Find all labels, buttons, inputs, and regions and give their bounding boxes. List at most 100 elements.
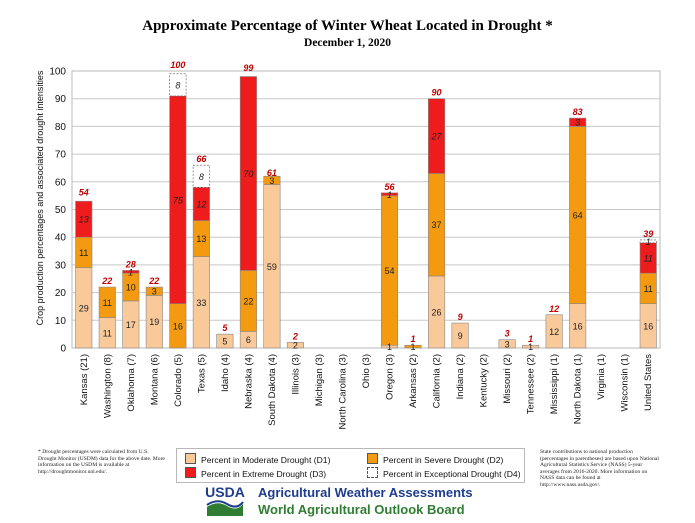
y-tick-label: 30 bbox=[55, 260, 67, 271]
legend-label-exceptional: Percent in Exceptional Drought (D4) bbox=[383, 469, 521, 479]
x-tick-label: United States bbox=[643, 354, 654, 411]
x-tick-label: Tennessee (2) bbox=[526, 354, 537, 414]
segment-label: 27 bbox=[431, 132, 443, 142]
drought-footnote: * Drought percentages were calculated fr… bbox=[38, 449, 165, 475]
total-label: 54 bbox=[79, 187, 89, 197]
x-tick-label: Colorado (5) bbox=[173, 354, 184, 407]
segment-label: 16 bbox=[573, 321, 583, 331]
segment-label: 13 bbox=[196, 234, 206, 244]
total-label: 22 bbox=[148, 276, 159, 286]
usda-logo-hills bbox=[207, 503, 243, 516]
y-tick-label: 100 bbox=[49, 67, 66, 78]
segment-label: 8 bbox=[199, 172, 204, 182]
segment-label: 17 bbox=[126, 320, 136, 330]
segment-label: 3 bbox=[575, 118, 580, 128]
total-label: 39 bbox=[643, 229, 653, 239]
segment-label: 54 bbox=[385, 266, 395, 276]
x-tick-label: California (2) bbox=[432, 354, 443, 408]
total-label: 9 bbox=[458, 312, 463, 322]
legend-item-severe: Percent in Severe Drought (D2) bbox=[367, 453, 503, 465]
segment-label: 11 bbox=[644, 253, 653, 263]
brand-line-weather: Agricultural Weather Assessments bbox=[258, 485, 473, 500]
bar-segment-moderate bbox=[498, 339, 516, 349]
segment-label: 6 bbox=[246, 335, 251, 345]
total-label: 66 bbox=[196, 154, 207, 164]
x-tick-label: Nebraska (4) bbox=[243, 354, 254, 409]
chart-legend: Percent in Moderate Drought (D1) Percent… bbox=[176, 448, 525, 483]
x-tick-label: Virginia (1) bbox=[596, 354, 607, 400]
segment-label: 1 bbox=[128, 267, 133, 277]
y-tick-label: 80 bbox=[55, 122, 67, 133]
x-tick-label: Oregon (3) bbox=[385, 354, 396, 400]
legend-swatch-extreme bbox=[185, 467, 196, 478]
total-label: 22 bbox=[101, 276, 112, 286]
segment-label: 37 bbox=[432, 220, 442, 230]
bar-segment-exceptional bbox=[169, 73, 187, 97]
x-tick-label: North Dakota (1) bbox=[573, 354, 584, 424]
y-tick-label: 0 bbox=[60, 344, 66, 355]
x-tick-label: Illinois (3) bbox=[290, 354, 301, 395]
y-axis: 0 10 20 30 40 50 60 70 80 90 100 bbox=[49, 67, 66, 355]
legend-label-extreme: Percent in Extreme Drought (D3) bbox=[201, 469, 327, 479]
bars bbox=[75, 73, 657, 349]
segment-label: 2 bbox=[293, 341, 298, 351]
bar-segment-extreme bbox=[428, 98, 446, 174]
legend-swatch-severe bbox=[367, 453, 378, 464]
production-footnote: State contributions to national producti… bbox=[540, 449, 659, 488]
y-tick-label: 50 bbox=[55, 205, 67, 216]
total-label: 100 bbox=[170, 60, 185, 70]
x-tick-label: Kentucky (2) bbox=[479, 354, 490, 407]
segment-label: 16 bbox=[173, 321, 183, 331]
segment-label: 1 bbox=[411, 342, 416, 352]
x-tick-label: South Dakota (4) bbox=[267, 354, 278, 426]
total-label: 61 bbox=[267, 168, 277, 178]
bar-segment-moderate bbox=[545, 314, 563, 349]
segment-label: 70 bbox=[243, 169, 253, 179]
total-label: 5 bbox=[222, 323, 228, 333]
x-tick-label: Arkansas (2) bbox=[408, 354, 419, 408]
data-labels: 2911135411112217101281932216758100331312… bbox=[79, 60, 653, 352]
x-tick-label: Mississippi (1) bbox=[549, 354, 560, 414]
total-label: 2 bbox=[292, 331, 298, 341]
legend-item-exceptional: Percent in Exceptional Drought (D4) bbox=[367, 467, 521, 479]
brand-line-outlook: World Agricultural Outlook Board bbox=[258, 502, 465, 517]
drought-bar-chart: 0 10 20 30 40 50 60 70 80 90 100 Crop production p… bbox=[35, 60, 661, 430]
legend-label-severe: Percent in Severe Drought (D2) bbox=[383, 455, 504, 465]
bar-segment-moderate bbox=[216, 333, 234, 349]
total-label: 83 bbox=[573, 107, 583, 117]
total-label: 12 bbox=[549, 304, 559, 314]
segment-label: 11 bbox=[103, 298, 112, 308]
x-tick-label: North Carolina (3) bbox=[337, 354, 348, 430]
x-tick-label: Idaho (4) bbox=[220, 354, 231, 392]
x-tick-label: Ohio (3) bbox=[361, 354, 372, 388]
segment-label: 12 bbox=[549, 327, 559, 337]
x-axis: Kansas (21) Washington (8) Oklahoma (7) Mon… bbox=[79, 354, 654, 430]
x-tick-label: Wisconsin (1) bbox=[620, 354, 631, 412]
total-label: 1 bbox=[411, 334, 416, 344]
bar-segment-extreme bbox=[569, 117, 587, 127]
segment-label: 11 bbox=[644, 284, 653, 294]
segment-label: 29 bbox=[79, 303, 89, 313]
x-tick-label: Texas (5) bbox=[196, 354, 207, 393]
segment-label: 13 bbox=[79, 215, 89, 225]
total-label: 90 bbox=[432, 88, 442, 98]
x-tick-label: Kansas (21) bbox=[79, 354, 90, 405]
total-label: 99 bbox=[243, 63, 253, 73]
bar-segment-extreme bbox=[75, 200, 93, 238]
bar-segment-moderate bbox=[522, 344, 540, 349]
total-label: 3 bbox=[505, 329, 510, 339]
x-tick-label: Indiana (2) bbox=[455, 354, 466, 399]
bar-segment-severe bbox=[98, 286, 116, 318]
y-tick-label: 40 bbox=[55, 233, 67, 244]
segment-label: 3 bbox=[505, 339, 510, 349]
legend-item-extreme: Percent in Extreme Drought (D3) bbox=[185, 467, 326, 479]
legend-label-moderate: Percent in Moderate Drought (D1) bbox=[201, 455, 331, 465]
segment-label: 11 bbox=[103, 328, 112, 338]
y-tick-label: 90 bbox=[55, 94, 67, 105]
legend-swatch-moderate bbox=[185, 453, 196, 464]
x-tick-label: Michigan (3) bbox=[314, 354, 325, 406]
usda-logo-text: USDA bbox=[205, 484, 245, 500]
total-label: 56 bbox=[385, 182, 396, 192]
segment-label: 12 bbox=[196, 199, 206, 209]
segment-label: 5 bbox=[222, 337, 227, 347]
